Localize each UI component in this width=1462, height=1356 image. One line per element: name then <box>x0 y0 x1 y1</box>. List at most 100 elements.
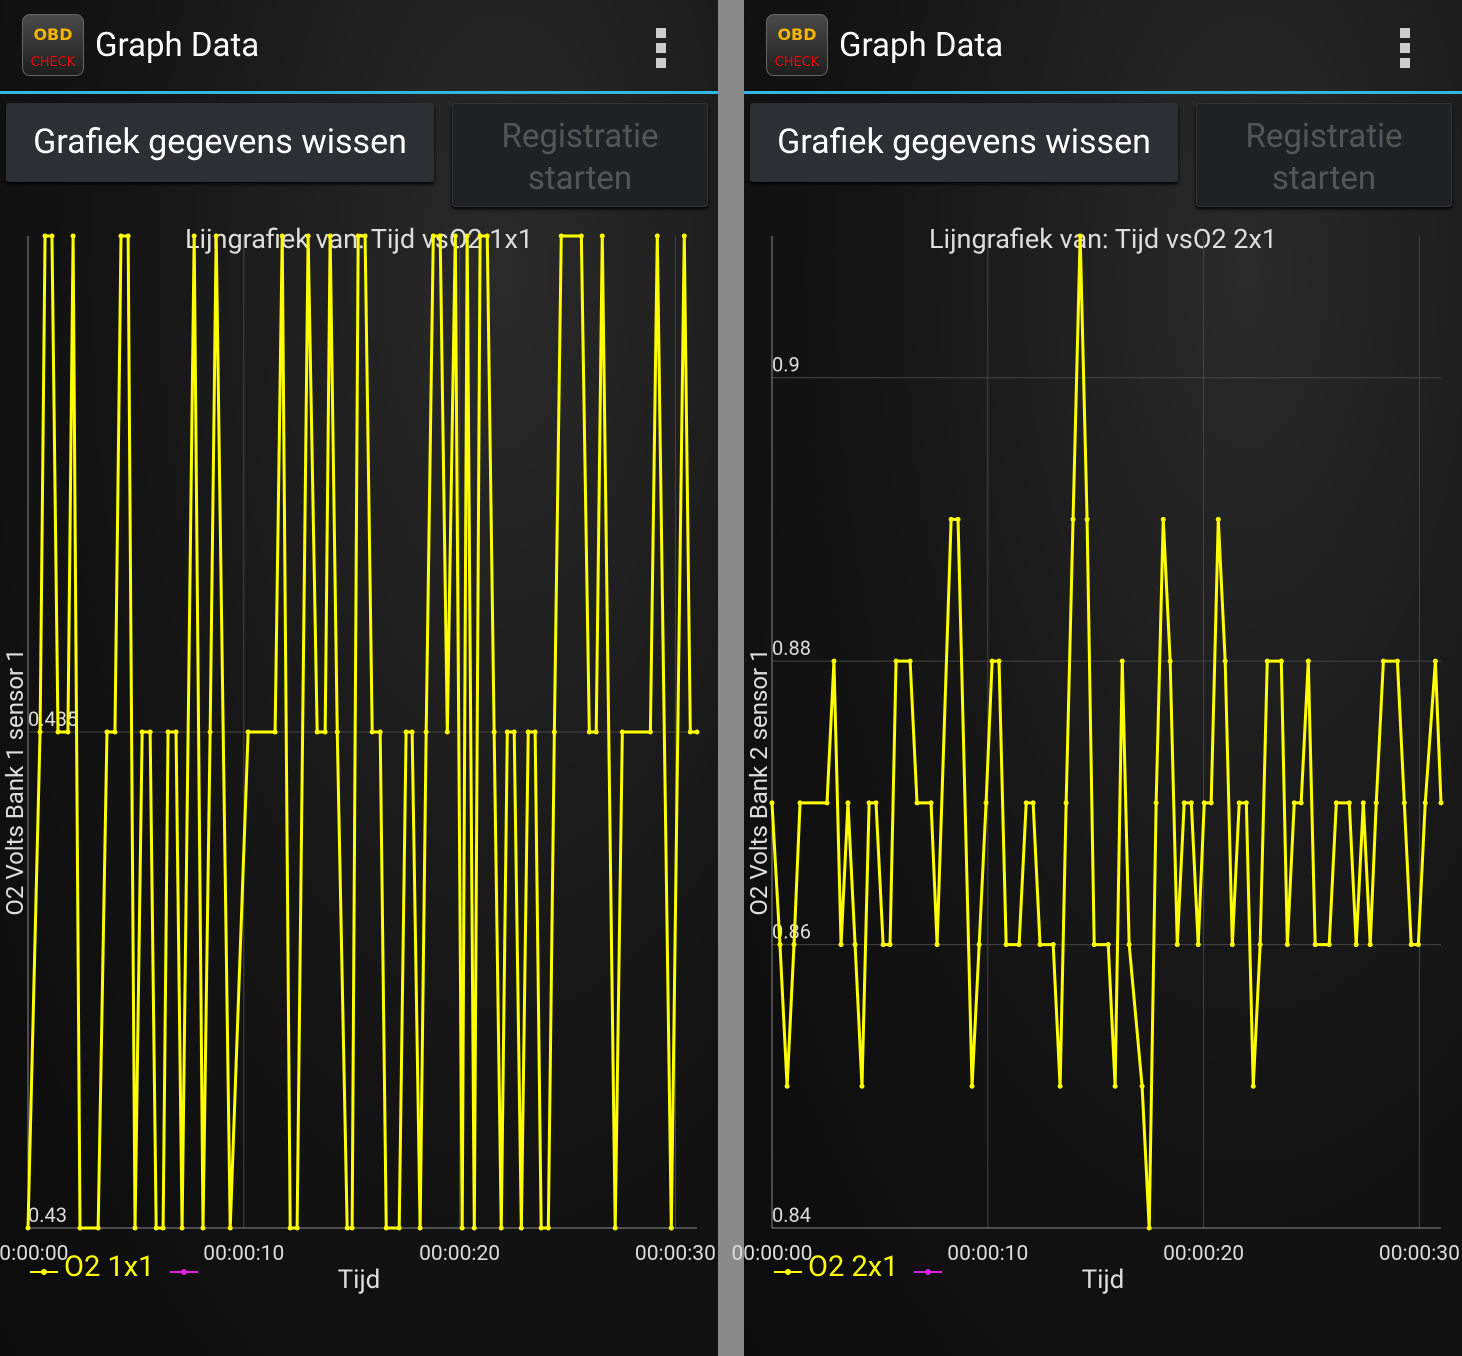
data-point <box>1063 800 1069 806</box>
data-point <box>1438 800 1444 806</box>
data-point <box>1215 516 1221 522</box>
data-point <box>294 1225 300 1231</box>
data-point <box>654 233 660 239</box>
data-point <box>1208 800 1214 806</box>
data-point <box>1291 800 1297 806</box>
data-point <box>132 1225 138 1231</box>
data-point <box>49 233 55 239</box>
data-line <box>26 234 697 1230</box>
data-point <box>125 233 131 239</box>
data-point <box>1333 800 1339 806</box>
data-point <box>1250 1083 1256 1089</box>
data-point <box>831 658 837 664</box>
data-point <box>1174 942 1180 948</box>
data-point <box>1264 658 1270 664</box>
data-point <box>1408 942 1414 948</box>
data-point <box>1312 942 1318 948</box>
x-axis-label: Tijd <box>1082 1265 1125 1295</box>
x-tick-label: 00:00:00 <box>732 1242 813 1266</box>
data-point <box>1367 942 1373 948</box>
data-point <box>344 1225 350 1231</box>
data-point <box>118 233 124 239</box>
data-point <box>668 1225 674 1231</box>
data-point <box>1284 942 1290 948</box>
data-point <box>334 729 340 735</box>
data-point <box>1030 800 1036 806</box>
data-point <box>1326 942 1332 948</box>
data-point <box>1050 942 1056 948</box>
data-point <box>498 1225 504 1231</box>
data-point <box>104 729 110 735</box>
data-point <box>1360 800 1366 806</box>
overflow-menu[interactable] <box>656 28 668 73</box>
data-point <box>928 800 934 806</box>
data-point <box>227 1225 233 1231</box>
data-point <box>377 729 383 735</box>
app-bar: OBD CHECK Graph Data <box>0 0 718 94</box>
data-point <box>1401 800 1407 806</box>
data-point <box>464 233 470 239</box>
data-point <box>791 942 797 948</box>
data-point <box>314 729 320 735</box>
data-point <box>1380 658 1386 664</box>
data-point <box>444 729 450 735</box>
data-point <box>694 729 700 735</box>
data-point <box>279 233 285 239</box>
data-point <box>647 729 653 735</box>
data-point <box>369 729 375 735</box>
data-point <box>769 800 775 806</box>
data-point <box>355 233 361 239</box>
data-point <box>1105 942 1111 948</box>
data-point <box>147 729 153 735</box>
data-point <box>1346 800 1352 806</box>
clear-button[interactable]: Grafiek gegevens wissen <box>6 103 434 182</box>
data-point <box>612 1225 618 1231</box>
data-point <box>287 1225 293 1231</box>
data-point <box>1353 942 1359 948</box>
data-point <box>1257 942 1263 948</box>
record-button[interactable]: Registratie starten <box>452 103 708 207</box>
data-point <box>65 729 71 735</box>
data-point <box>396 1225 402 1231</box>
legend-marker <box>181 1269 187 1275</box>
data-point <box>859 1083 865 1089</box>
data-point <box>1091 942 1097 948</box>
data-point <box>1112 1083 1118 1089</box>
overflow-menu[interactable] <box>1400 28 1412 73</box>
y-axis-label: O2 Volts Bank 1 sensor 1 <box>1 648 29 915</box>
icon-text: CHECK <box>774 55 820 70</box>
data-point <box>525 729 531 735</box>
data-point <box>484 233 490 239</box>
data-point <box>880 942 886 948</box>
data-point <box>873 800 879 806</box>
data-point <box>1432 658 1438 664</box>
app-title: Graph Data <box>95 26 260 65</box>
app-icon[interactable]: OBD CHECK <box>766 14 828 76</box>
data-point <box>586 729 592 735</box>
x-tick-label: 00:00:10 <box>947 1242 1028 1266</box>
data-point <box>1037 942 1043 948</box>
data-point <box>272 729 278 735</box>
y-axis-label: O2 Volts Bank 2 sensor 1 <box>745 648 773 915</box>
data-point <box>77 1225 83 1231</box>
data-point <box>1181 800 1187 806</box>
data-point <box>70 233 76 239</box>
data-point <box>969 1083 975 1089</box>
data-point <box>1146 1225 1152 1231</box>
data-point <box>1084 516 1090 522</box>
data-point <box>383 1225 389 1231</box>
icon-text: OBD <box>777 25 817 44</box>
clear-button[interactable]: Grafiek gegevens wissen <box>750 103 1178 182</box>
data-point <box>1373 800 1379 806</box>
record-button[interactable]: Registratie starten <box>1196 103 1452 207</box>
data-point <box>504 729 510 735</box>
data-point <box>179 1225 185 1231</box>
data-point <box>545 1225 551 1231</box>
app-icon[interactable]: OBD CHECK <box>22 14 84 76</box>
icon-text: OBD <box>33 25 73 44</box>
data-point <box>1305 658 1311 664</box>
data-point <box>893 658 899 664</box>
legend-marker <box>785 1269 791 1275</box>
